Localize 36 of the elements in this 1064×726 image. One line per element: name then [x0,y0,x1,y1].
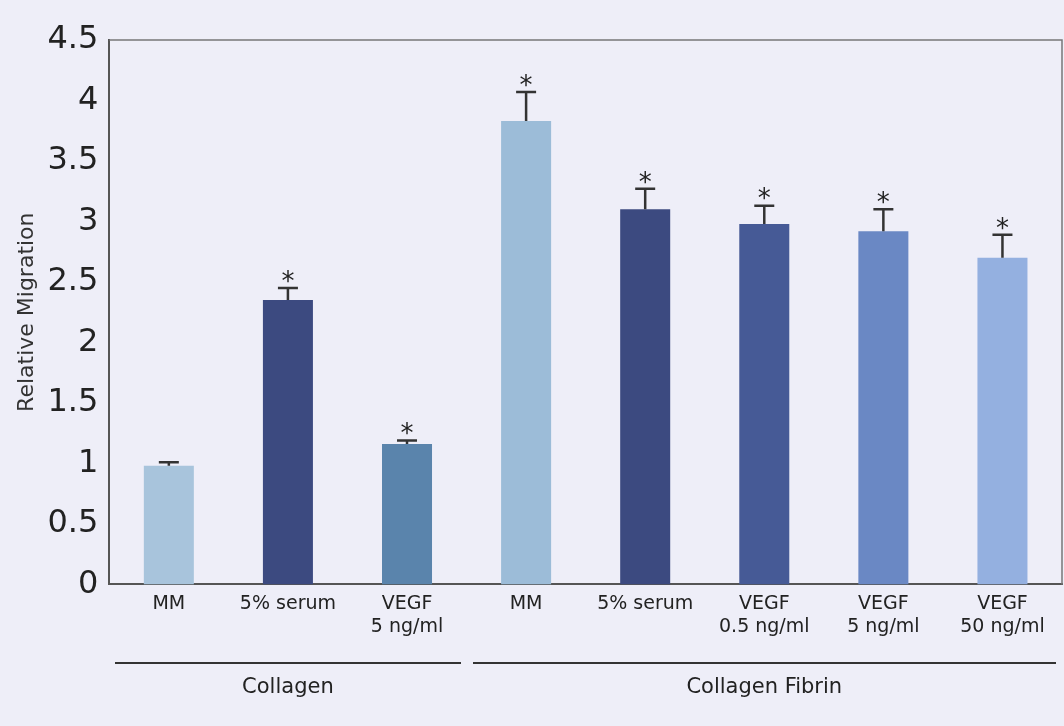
bar [501,121,552,585]
y-axis-title: Relative Migration [12,212,38,412]
data-label: * [400,418,414,449]
data-label: * [995,212,1009,243]
y-tick-label: 1.5 [47,381,99,420]
x-tick-label: VEGF 5 ng/ml [370,590,444,636]
y-tick-label: 2.5 [47,260,99,299]
data-label: * [757,183,771,214]
text: Collagen Fibrin [685,674,844,698]
y-tick-label: 4.5 [47,18,99,57]
y-tick-label: 0.5 [47,502,99,541]
x-tick-label: VEGF 0.5 ng/ml [719,590,810,636]
x-tick-label: MM [152,590,186,613]
data-label: * [281,265,295,296]
y-tick-label: 0 [77,562,99,601]
data-label: * [876,187,890,218]
data-label: * [638,166,652,197]
x-tick-label: MM [509,590,543,613]
x-tick-label: 5% serum [597,590,694,613]
bar [739,223,790,585]
y-tick-label: 2 [77,320,99,359]
x-tick-label: VEGF 50 ng/ml [960,590,1045,636]
bar [858,231,909,585]
text: Collagen [241,674,335,698]
bar [977,257,1028,585]
y-tick-label: 4 [77,78,99,117]
bar [620,209,671,585]
data-label: * [519,69,533,100]
bar [382,444,433,585]
bar [143,465,194,585]
bar [262,300,313,585]
y-tick-label: 3.5 [47,139,99,178]
y-tick-label: 3 [77,199,99,238]
y-tick-label: 1 [77,441,99,480]
x-tick-label: 5% serum [239,590,336,613]
x-tick-label: VEGF 5 ng/ml [847,590,920,636]
